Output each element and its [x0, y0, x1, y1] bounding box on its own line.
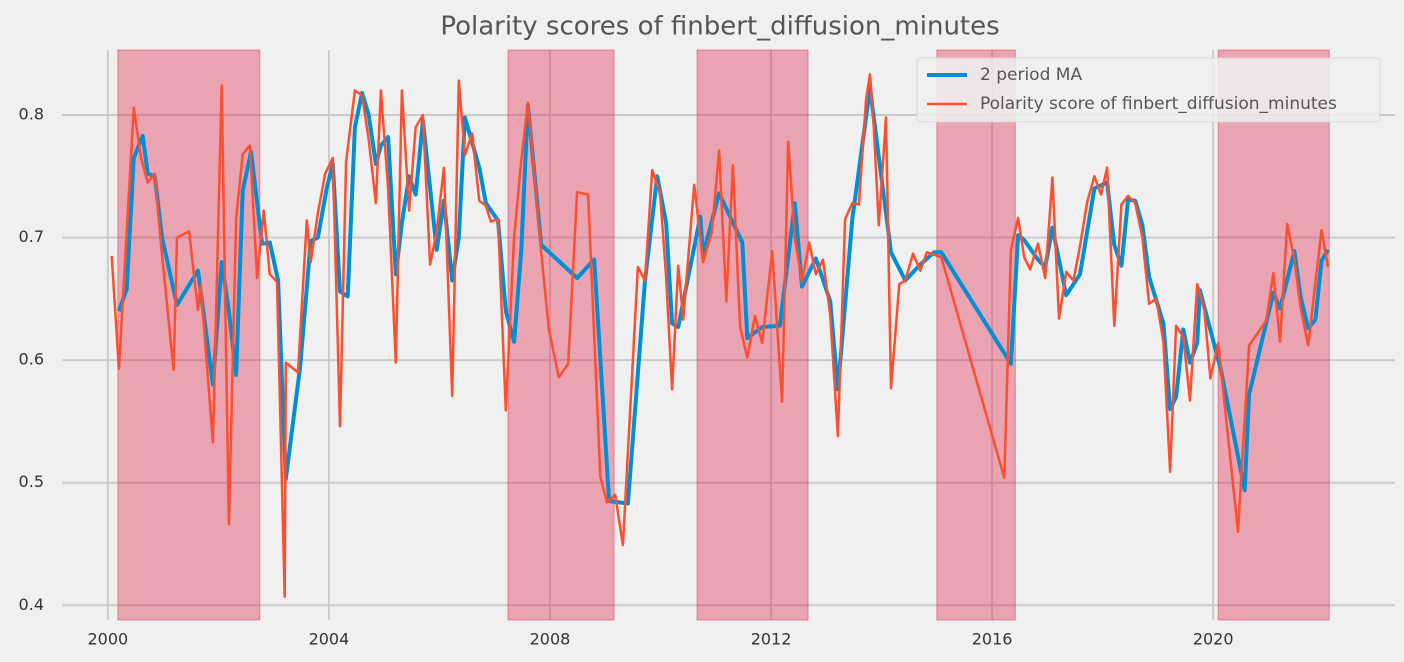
legend-label: 2 period MA — [980, 65, 1082, 85]
y-tick-label: 0.8 — [19, 104, 44, 123]
shaded-region — [1217, 49, 1330, 621]
x-tick-label: 2016 — [972, 630, 1013, 649]
y-tick-label: 0.6 — [19, 350, 44, 369]
chart-title: Polarity scores of finbert_diffusion_min… — [440, 12, 999, 42]
y-tick-label: 0.4 — [19, 595, 44, 614]
x-tick-label: 2012 — [751, 630, 792, 649]
x-tick-label: 2000 — [88, 630, 129, 649]
series-line — [110, 73, 1330, 598]
x-tick-label: 2008 — [530, 630, 571, 649]
legend-box — [916, 57, 1381, 123]
x-tick-label: 2004 — [309, 630, 350, 649]
shaded-region — [936, 49, 1016, 621]
y-tick-label: 0.5 — [19, 472, 44, 491]
y-tick-label: 0.7 — [19, 227, 44, 246]
x-tick-label: 2020 — [1193, 630, 1234, 649]
legend-label: Polarity score of finbert_diffusion_minu… — [980, 94, 1337, 114]
